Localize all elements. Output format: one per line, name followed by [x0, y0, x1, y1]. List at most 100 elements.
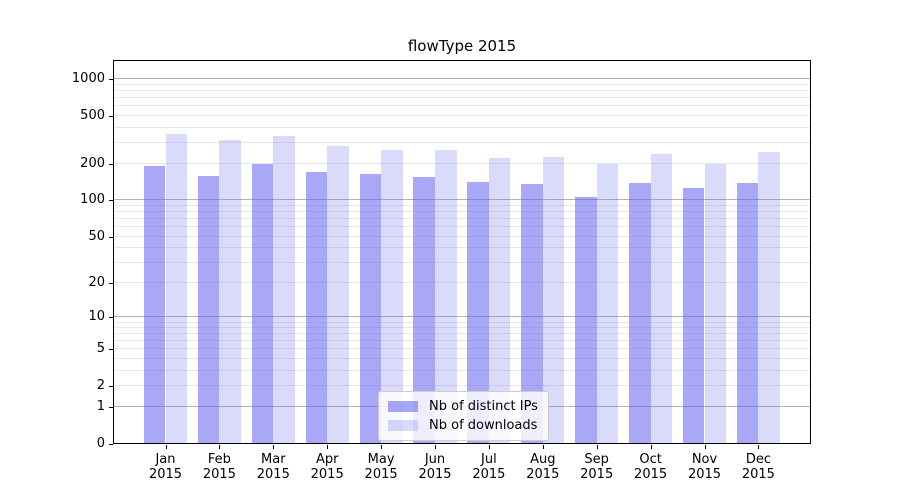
gridline-minor [114, 114, 810, 116]
plot-area [113, 60, 811, 444]
gridline-minor [114, 348, 810, 350]
x-tick-label-dec: Dec 2015 [741, 452, 775, 482]
bar-downloads-nov [704, 163, 727, 443]
y-tick-mark [109, 407, 113, 409]
legend-label-distinct-ips: Nb of distinct IPs [429, 399, 538, 414]
gridline-minor [114, 321, 810, 323]
bar-distinct-ips-mar [251, 163, 274, 443]
bar-distinct-ips-oct [629, 182, 651, 443]
gridline-minor [114, 282, 810, 284]
x-tick-label-feb: Feb 2015 [202, 452, 236, 482]
bar-downloads-may [381, 150, 403, 443]
gridline-major [114, 199, 810, 201]
x-tick-label-aug: Aug 2015 [526, 452, 560, 482]
y-tick-label-200: 200 [80, 156, 105, 172]
gridline-minor [114, 358, 810, 360]
gridline-minor [114, 218, 810, 220]
x-tick-mark [758, 445, 760, 449]
y-tick-label-1: 1 [96, 399, 105, 415]
y-tick-label-20: 20 [88, 275, 105, 291]
legend-label-downloads: Nb of downloads [429, 418, 538, 433]
bar-distinct-ips-aug [521, 184, 543, 443]
y-tick-mark [109, 283, 113, 285]
y-tick-mark [109, 444, 113, 445]
x-tick-mark [219, 445, 221, 449]
legend-swatch-downloads [388, 420, 418, 431]
legend: Nb of distinct IPs Nb of downloads [378, 391, 549, 441]
x-tick-label-sep: Sep 2015 [580, 452, 614, 482]
gridline-minor [114, 141, 810, 143]
x-tick-label-nov: Nov 2015 [687, 452, 722, 482]
gridline-minor [114, 163, 810, 165]
bar-distinct-ips-sep [575, 196, 597, 443]
gridline-minor [114, 369, 810, 371]
bar-downloads-jan [165, 133, 188, 443]
gridline-minor [114, 84, 810, 85]
y-tick-mark [109, 317, 113, 319]
x-tick-mark [542, 445, 544, 449]
x-tick-mark [273, 445, 275, 449]
bar-distinct-ips-may [359, 173, 382, 443]
bar-distinct-ips-nov [682, 188, 705, 443]
x-tick-mark [650, 445, 652, 449]
y-tick-mark [109, 349, 113, 351]
bar-downloads-apr [327, 146, 349, 443]
bar-downloads-dec [758, 151, 780, 443]
legend-item-downloads: Nb of downloads [388, 416, 538, 435]
y-tick-label-50: 50 [88, 228, 105, 244]
gridline-major [114, 78, 810, 80]
x-tick-mark [596, 445, 598, 449]
y-tick-label-5: 5 [96, 341, 105, 357]
y-tick-label-500: 500 [80, 107, 105, 123]
y-tick-mark [109, 200, 113, 202]
y-tick-label-10: 10 [88, 309, 105, 325]
x-tick-label-jul: Jul 2015 [472, 452, 506, 482]
gridline-minor [114, 126, 810, 128]
x-tick-mark [488, 445, 490, 449]
bar-distinct-ips-apr [305, 171, 328, 443]
x-tick-mark [327, 445, 329, 449]
chart-title: flowType 2015 [407, 37, 517, 55]
bar-downloads-aug [542, 157, 565, 443]
y-tick-label-2: 2 [96, 378, 105, 394]
bar-distinct-ips-jan [143, 165, 166, 443]
bar-downloads-sep [596, 164, 619, 443]
bar-distinct-ips-dec [736, 183, 759, 443]
y-tick-label-0: 0 [96, 436, 105, 451]
gridline-minor [114, 105, 810, 107]
y-tick-mark [109, 164, 113, 166]
gridline-minor [114, 211, 810, 213]
y-tick-label-1000: 1000 [71, 71, 105, 87]
legend-item-distinct-ips: Nb of distinct IPs [388, 397, 538, 416]
bar-downloads-jun [435, 150, 457, 443]
x-tick-mark [704, 445, 706, 449]
gridline-minor [114, 97, 810, 99]
bar-distinct-ips-jul [467, 182, 489, 443]
gridline-minor [114, 261, 810, 263]
x-tick-mark [165, 445, 167, 449]
y-tick-mark [109, 386, 113, 388]
gridline-minor [114, 340, 810, 342]
bar-downloads-mar [273, 136, 295, 443]
gridline-minor [114, 385, 810, 387]
gridline-minor [114, 226, 810, 228]
gridline-minor [114, 204, 810, 206]
gridline-minor [114, 327, 810, 329]
x-tick-label-mar: Mar 2015 [256, 452, 290, 482]
y-tick-label-100: 100 [80, 192, 105, 208]
bar-downloads-feb [219, 140, 241, 443]
gridline-minor [114, 333, 810, 335]
gridline-minor [114, 247, 810, 249]
y-tick-mark [109, 115, 113, 117]
x-tick-label-jan: Jan 2015 [148, 452, 183, 482]
legend-swatch-distinct-ips [388, 401, 418, 412]
x-tick-label-may: May 2015 [364, 452, 398, 482]
x-tick-mark [381, 445, 383, 449]
bar-downloads-jul [488, 157, 511, 443]
x-tick-mark [435, 445, 436, 449]
bar-distinct-ips-jun [413, 176, 435, 443]
bar-distinct-ips-feb [197, 175, 220, 443]
y-tick-mark [109, 79, 113, 81]
gridline-minor [114, 90, 810, 92]
